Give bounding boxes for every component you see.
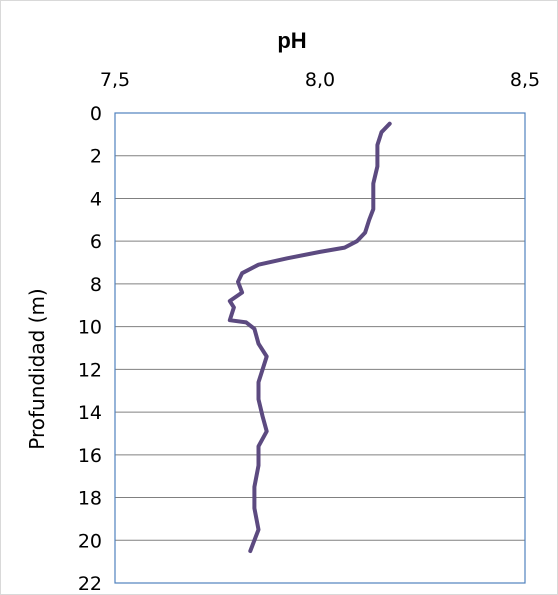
y-tick-label: 2 (90, 146, 102, 168)
x-axis-ticks: 7,5 8,0 8,5 (100, 69, 540, 91)
y-tick-label: 4 (90, 188, 102, 210)
y-tick-label: 6 (90, 231, 102, 253)
series-line-0 (227, 121, 392, 553)
grid-lines (115, 155, 525, 541)
y-tick-label: 0 (90, 103, 102, 125)
y-tick-label: 14 (78, 402, 102, 424)
x-tick-label: 7,5 (100, 69, 130, 91)
chart-title: pH (277, 28, 306, 53)
x-tick-label: 8,0 (305, 69, 335, 91)
x-tick-label: 8,5 (510, 69, 540, 91)
y-axis-label: Profundidad (m) (25, 288, 49, 449)
y-axis-ticks: 0 2 4 6 8 10 12 14 16 18 20 22 (78, 103, 102, 595)
series-layer (227, 121, 392, 553)
plot-area (114, 112, 526, 584)
y-tick-label: 12 (78, 359, 102, 381)
y-tick-label: 10 (78, 317, 102, 339)
y-tick-label: 8 (90, 274, 102, 296)
y-tick-label: 22 (78, 573, 102, 595)
y-tick-label: 18 (78, 488, 102, 510)
y-tick-label: 20 (78, 530, 102, 552)
y-tick-label: 16 (78, 445, 102, 467)
